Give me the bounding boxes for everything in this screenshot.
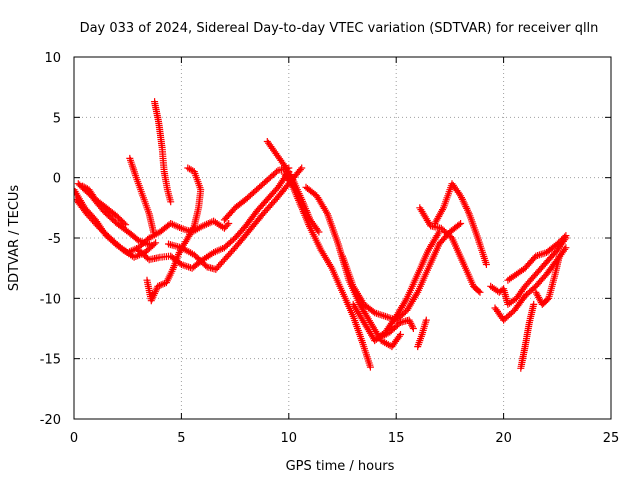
data-point-markers [517,300,538,372]
data-point-markers [349,228,443,345]
data-point-markers [416,204,484,296]
series-sat-L [281,170,374,371]
y-tick-label: -5 [48,232,61,247]
series-sat-D [79,182,130,229]
x-tick-label: 10 [281,431,298,446]
data-point-markers [487,234,570,308]
x-tick-label: 5 [177,431,185,446]
series-sat-T [487,234,570,308]
series-sat-K [263,138,323,236]
x-axis-label: GPS time / hours [286,459,395,474]
data-point-markers [414,316,430,351]
axis-ticks [73,56,612,420]
series-sat-Q [414,316,430,351]
chart-title: Day 033 of 2024, Sidereal Day-to-day VTE… [80,21,599,36]
data-point-markers [126,154,157,236]
data-point-markers [377,316,417,341]
series-sat-H [134,168,293,272]
data-point-markers [504,232,570,284]
series-sat-F [151,98,175,206]
x-tick-label: 15 [388,431,405,446]
series-sat-J [220,164,293,224]
series-sat-O [349,228,443,345]
x-tick-label: 0 [70,431,78,446]
data-point-markers [143,164,205,305]
data-point-markers [220,164,293,224]
y-tick-label: -15 [40,353,61,368]
data-point-markers [431,180,490,268]
series-sat-S [431,180,490,268]
y-tick-label: -10 [40,292,61,307]
data-point-markers [281,170,374,371]
series-sat-R [416,204,484,296]
series-sat-G [143,164,205,305]
y-axis-label: SDTVAR / TECUs [7,185,22,292]
data-point-markers [74,195,160,261]
data-point-markers [151,98,175,206]
series-sat-V [504,232,570,284]
data-point-markers [134,168,293,272]
data-point-markers [532,252,563,308]
data-points [74,98,570,372]
y-tick-label: 0 [53,172,61,187]
series-sat-X [532,252,563,308]
y-tick-label: -20 [40,413,61,428]
series-sat-B [74,195,160,261]
data-point-markers [79,182,130,229]
series-sat-P [377,316,417,341]
data-point-markers [263,138,323,236]
series-sat-E [126,154,157,236]
y-tick-label: 10 [44,51,61,66]
x-tick-label: 20 [495,431,512,446]
x-tick-label: 25 [603,431,620,446]
tick-labels: 0 5 10 15 20 25 -20 -15 -10 -5 0 5 10 [40,51,620,446]
y-tick-label: 5 [53,111,61,126]
series-sat-W [517,300,538,372]
